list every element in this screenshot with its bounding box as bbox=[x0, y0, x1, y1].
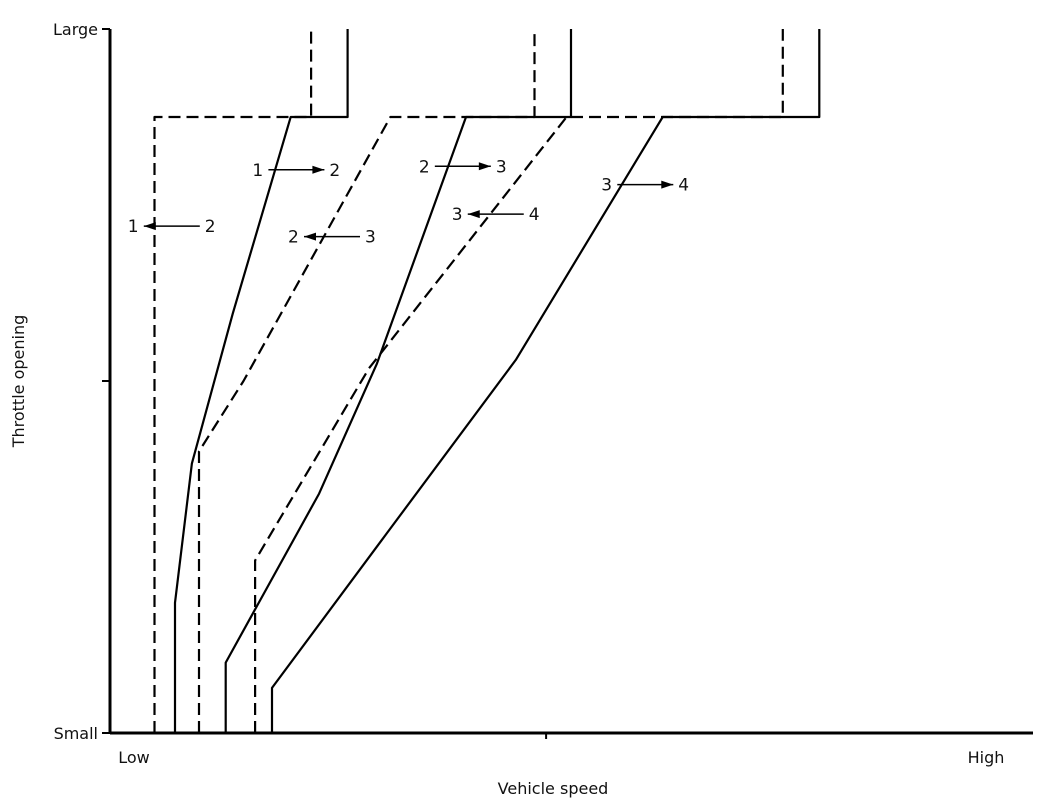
arrowhead bbox=[143, 222, 156, 231]
y-axis-label: Throttle opening bbox=[9, 315, 28, 449]
shift-line-2 bbox=[197, 29, 536, 733]
axis-ticks: Small Large Low High bbox=[53, 20, 1004, 767]
x-tick-label-1: High bbox=[968, 748, 1005, 767]
shift-line-1 bbox=[173, 29, 349, 733]
x-tick-label-0: Low bbox=[118, 748, 150, 767]
axes bbox=[108, 29, 1033, 735]
arrowhead bbox=[478, 162, 491, 171]
y-tick-label-0: Small bbox=[54, 724, 98, 743]
shift-label-to: 3 bbox=[496, 157, 507, 177]
shift-labels: 1 21 22 32 33 43 4 bbox=[128, 157, 689, 247]
x-axis-label: Vehicle speed bbox=[498, 779, 609, 798]
shift-label-to: 2 bbox=[329, 161, 340, 181]
shift-label-from: 3 bbox=[601, 176, 612, 196]
shift-label-to: 3 bbox=[365, 228, 376, 248]
arrowhead bbox=[467, 210, 480, 219]
shift-label-from: 2 bbox=[419, 157, 430, 177]
shift-label-from: 1 bbox=[252, 161, 263, 181]
shift-line-3 bbox=[224, 29, 573, 733]
shift-line-5 bbox=[270, 29, 821, 733]
shift-label-to: 4 bbox=[678, 176, 689, 196]
arrowhead bbox=[661, 180, 674, 189]
arrowhead bbox=[304, 232, 316, 241]
shift-label-to: 2 bbox=[205, 217, 216, 237]
shift-lines bbox=[153, 29, 821, 733]
shift-label-to: 4 bbox=[529, 205, 540, 225]
y-tick-label-2: Large bbox=[53, 20, 98, 39]
shift-line-0 bbox=[153, 29, 313, 733]
shift-label-from: 2 bbox=[288, 228, 299, 248]
shift-label-from: 3 bbox=[452, 205, 463, 225]
shift-label-from: 1 bbox=[128, 217, 139, 237]
arrowhead bbox=[312, 165, 325, 174]
shift-line-4 bbox=[254, 29, 784, 733]
